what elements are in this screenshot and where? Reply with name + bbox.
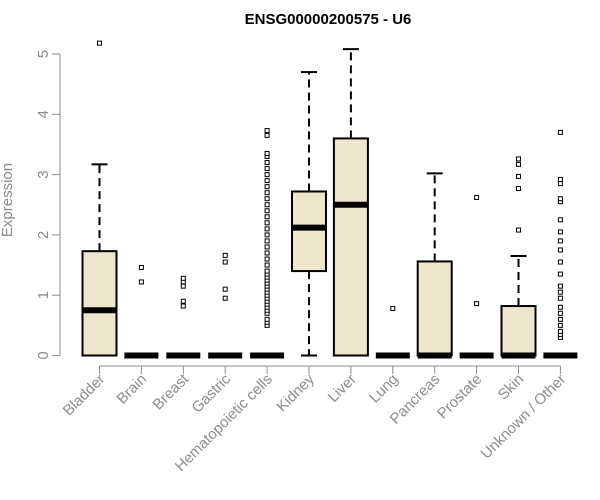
outlier-point	[180, 275, 186, 281]
outlier-point	[180, 303, 186, 309]
outlier-point	[97, 40, 102, 46]
outlier-point	[557, 304, 563, 310]
outlier-point	[180, 298, 186, 304]
outlier-point	[222, 252, 228, 258]
outlier-point	[264, 262, 270, 268]
y-tick-label: 2	[35, 231, 52, 239]
outlier-point	[264, 150, 270, 156]
outlier-point	[264, 316, 270, 322]
plot-area	[81, 40, 578, 359]
outlier-point	[180, 283, 186, 289]
box-skin	[500, 156, 537, 359]
outlier-point	[264, 166, 270, 172]
outlier-point	[264, 132, 270, 138]
outlier-point	[557, 271, 563, 277]
outlier-point	[474, 301, 480, 307]
outlier-point	[557, 247, 563, 253]
outlier-point	[557, 238, 563, 244]
outlier-point	[138, 264, 144, 270]
outlier-point	[557, 310, 563, 316]
outlier-point	[557, 229, 563, 235]
outlier-point	[264, 160, 270, 166]
box-liver	[332, 48, 369, 357]
outlier-point	[264, 268, 270, 274]
x-tick-label: Liver	[325, 371, 360, 406]
outlier-point	[264, 190, 270, 196]
outlier-point	[264, 256, 270, 262]
x-tick-label: Breast	[149, 370, 192, 413]
outlier-point	[557, 181, 563, 187]
x-tick-label: Prostate	[434, 371, 486, 423]
y-tick-label: 0	[35, 351, 52, 359]
outlier-point	[264, 220, 270, 226]
outlier-point	[264, 184, 270, 190]
x-tick-label: Brain	[113, 371, 150, 408]
outlier-point	[264, 178, 270, 184]
box-bladder	[81, 40, 118, 357]
box-pancreas	[416, 172, 453, 359]
y-axis-label: Expression	[0, 163, 16, 237]
outlier-point	[557, 322, 563, 328]
x-tick-label: Kidney	[273, 370, 318, 415]
outlier-point	[557, 295, 563, 301]
y-axis: 0 1 2 3 4 5	[35, 50, 61, 360]
outlier-point	[264, 172, 270, 178]
y-tick-label: 4	[35, 110, 52, 118]
y-tick-label: 5	[35, 50, 52, 58]
outlier-point	[557, 328, 563, 334]
outlier-point	[264, 226, 270, 232]
outlier-point	[264, 196, 270, 202]
y-tick-label: 1	[35, 291, 52, 299]
box-iqr	[81, 250, 118, 357]
box-iqr	[500, 305, 537, 357]
outlier-point	[222, 286, 228, 292]
outlier-point	[516, 161, 521, 167]
outlier-point	[264, 238, 270, 244]
outlier-point	[516, 185, 521, 191]
outlier-point	[474, 195, 480, 201]
box-brain	[124, 264, 159, 359]
outlier-point	[264, 232, 270, 238]
outlier-point	[557, 289, 563, 295]
y-tick-label: 3	[35, 170, 52, 178]
x-tick-label: Skin	[495, 371, 528, 404]
outlier-point	[557, 259, 563, 265]
box-lung	[375, 305, 410, 359]
box-gastric	[208, 252, 243, 359]
outlier-point	[516, 227, 521, 233]
x-tick-label: Bladder	[60, 371, 109, 420]
outlier-point	[557, 283, 563, 289]
box-iqr	[416, 260, 453, 357]
outlier-point	[264, 208, 270, 214]
outlier-point	[557, 217, 563, 223]
outlier-point	[138, 279, 144, 285]
outlier-point	[557, 129, 563, 135]
chart-title: ENSG00000200575 - U6	[245, 11, 412, 28]
box-kidney	[291, 71, 327, 357]
outlier-point	[222, 295, 228, 301]
outlier-point	[557, 316, 563, 322]
x-tick-label: Lung	[366, 371, 402, 407]
outlier-point	[390, 305, 396, 311]
box-iqr	[291, 190, 327, 273]
box-iqr	[332, 137, 369, 357]
box-hematopoietic-cells	[250, 128, 285, 359]
outlier-point	[264, 202, 270, 208]
outlier-point	[516, 156, 521, 162]
outlier-point	[557, 176, 563, 182]
box-prostate	[459, 195, 494, 359]
outlier-point	[264, 250, 270, 256]
box-unknown-other	[543, 129, 578, 359]
outlier-point	[264, 244, 270, 250]
outlier-point	[222, 259, 228, 265]
outlier-point	[557, 196, 563, 202]
box-breast	[166, 275, 201, 359]
outlier-point	[264, 128, 270, 134]
outlier-point	[264, 214, 270, 220]
outlier-point	[516, 173, 521, 179]
